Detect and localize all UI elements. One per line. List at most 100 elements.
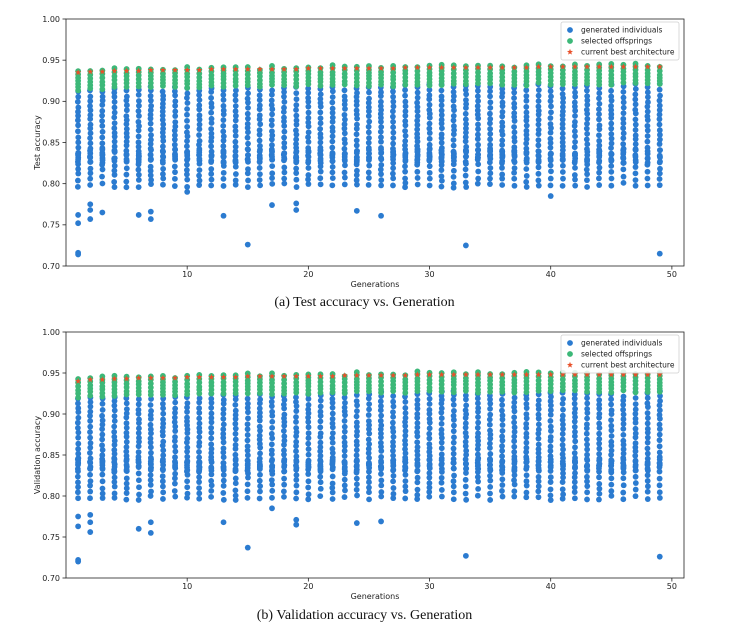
- individual-point: [596, 474, 602, 481]
- best-architecture-marker: [159, 66, 166, 73]
- individual-point: [111, 109, 118, 116]
- individual-point: [620, 437, 627, 444]
- individual-point: [268, 117, 275, 124]
- individual-point: [293, 117, 300, 124]
- individual-point: [523, 415, 530, 422]
- individual-point: [160, 92, 167, 99]
- individual-point: [584, 400, 591, 407]
- individual-point: [523, 425, 530, 432]
- individual-point: [147, 477, 154, 484]
- individual-point: [632, 153, 639, 160]
- individual-point: [402, 87, 408, 93]
- individual-point: [147, 216, 154, 222]
- individual-point: [572, 438, 579, 445]
- individual-point: [523, 456, 530, 463]
- individual-point: [378, 493, 385, 500]
- individual-point: [511, 443, 518, 450]
- individual-point: [378, 89, 384, 96]
- individual-point: [172, 423, 179, 430]
- y-tick-label: 0.85: [42, 451, 60, 460]
- individual-point: [547, 121, 554, 127]
- individual-point: [208, 171, 215, 177]
- individual-point: [245, 409, 251, 416]
- individual-point: [99, 140, 106, 147]
- individual-point: [523, 103, 530, 110]
- individual-point: [75, 440, 82, 447]
- individual-point: [571, 495, 578, 502]
- individual-point: [475, 405, 482, 412]
- individual-point: [281, 437, 288, 444]
- individual-point: [281, 411, 288, 418]
- individual-point: [547, 407, 554, 414]
- individual-point: [511, 414, 518, 421]
- individual-point: [596, 480, 603, 487]
- best-architecture-marker: [523, 371, 530, 378]
- individual-point: [148, 181, 154, 188]
- individual-point: [438, 479, 445, 486]
- best-architecture-marker: [256, 373, 263, 379]
- individual-point: [402, 432, 409, 439]
- best-architecture-marker: [111, 375, 118, 382]
- individual-point: [438, 139, 445, 146]
- individual-point: [560, 474, 566, 481]
- individual-point: [244, 95, 251, 102]
- individual-point: [644, 159, 651, 166]
- individual-point: [87, 529, 94, 535]
- individual-point: [414, 175, 421, 181]
- individual-point: [196, 106, 203, 113]
- individual-point: [184, 448, 191, 455]
- individual-point: [535, 92, 542, 99]
- individual-point: [87, 423, 94, 430]
- individual-point: [559, 486, 566, 493]
- individual-point: [596, 463, 603, 469]
- individual-point: [584, 415, 590, 422]
- individual-point: [75, 166, 82, 172]
- individual-point: [535, 488, 542, 495]
- individual-point: [172, 113, 179, 119]
- individual-point: [608, 458, 615, 465]
- individual-point: [378, 430, 384, 437]
- individual-point: [160, 171, 166, 178]
- individual-point: [75, 104, 82, 111]
- individual-point: [281, 93, 287, 100]
- individual-point: [184, 478, 191, 485]
- individual-point: [281, 123, 288, 129]
- individual-point: [377, 103, 384, 110]
- individual-point: [196, 479, 202, 485]
- individual-point: [147, 439, 154, 446]
- best-architecture-marker: [559, 63, 566, 70]
- individual-point: [632, 419, 639, 426]
- individual-point: [208, 115, 215, 122]
- individual-point: [341, 87, 348, 94]
- individual-point: [196, 97, 203, 103]
- individual-point: [656, 402, 663, 409]
- individual-point: [305, 478, 312, 485]
- individual-point: [366, 441, 373, 448]
- individual-point: [414, 108, 421, 115]
- individual-point: [75, 489, 81, 496]
- individual-point: [281, 447, 287, 454]
- offspring-point: [632, 389, 639, 396]
- individual-point: [75, 414, 82, 421]
- individual-point: [620, 99, 627, 106]
- individual-point: [293, 521, 300, 528]
- individual-point: [159, 428, 166, 435]
- individual-point: [329, 169, 336, 176]
- individual-point: [511, 456, 518, 463]
- best-architecture-marker: [596, 63, 603, 70]
- individual-point: [645, 415, 651, 421]
- individual-point: [499, 476, 506, 483]
- individual-point: [559, 417, 566, 423]
- individual-point: [438, 461, 445, 468]
- individual-point: [317, 403, 324, 410]
- individual-point: [438, 107, 445, 114]
- individual-point: [511, 175, 518, 182]
- individual-point: [329, 150, 336, 157]
- individual-point: [438, 439, 445, 446]
- individual-point: [487, 131, 494, 137]
- best-architecture-marker: [462, 64, 469, 71]
- individual-point: [136, 491, 142, 498]
- individual-point: [523, 127, 530, 134]
- individual-point: [232, 171, 239, 177]
- individual-point: [572, 93, 579, 100]
